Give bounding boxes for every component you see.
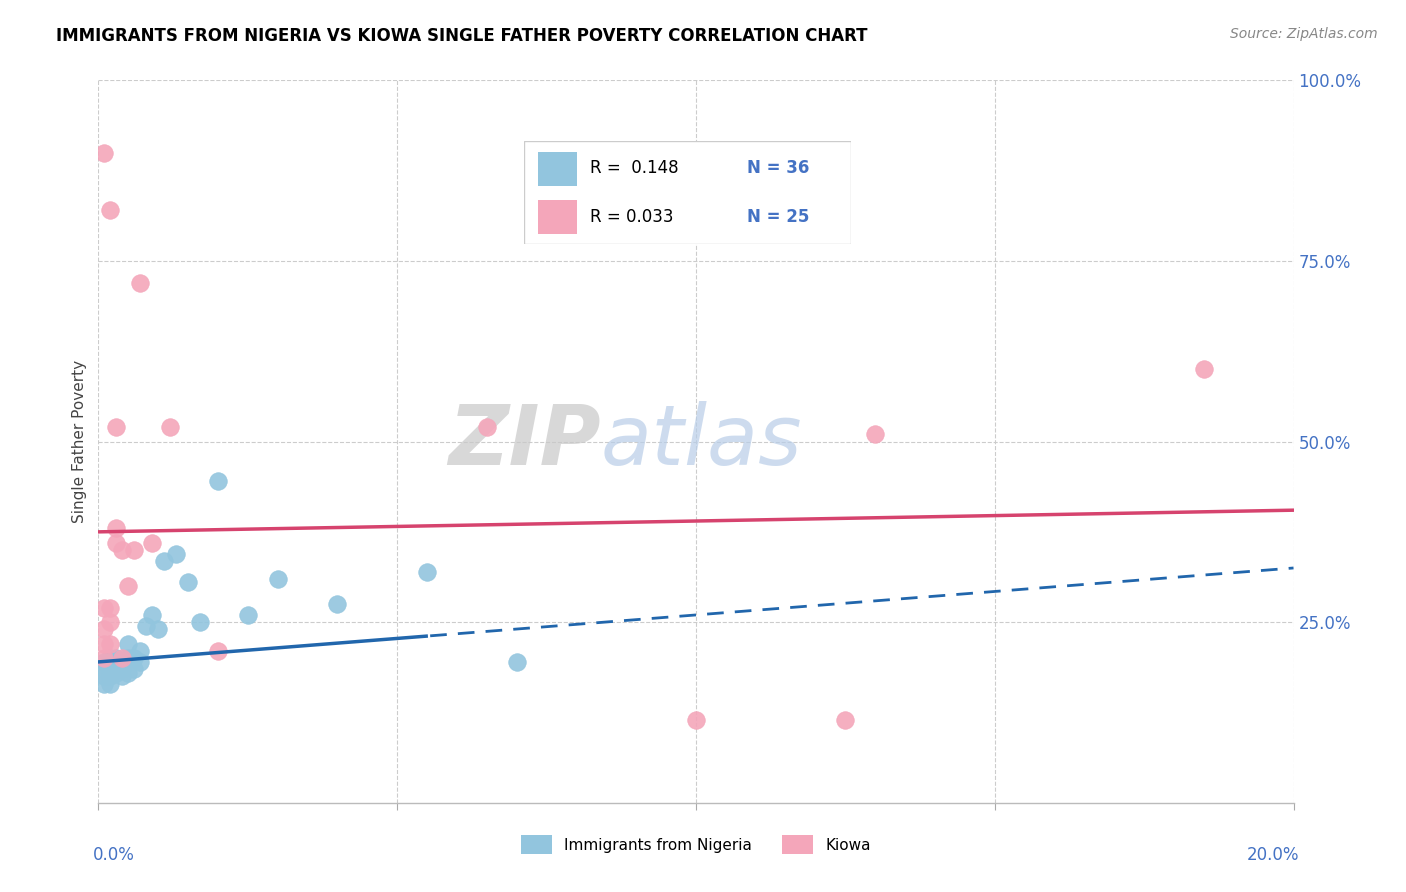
Point (98, 637, 122, 651)
Point (117, 637, 139, 651)
Text: 20.0%: 20.0% (1247, 847, 1299, 864)
Point (165, 547, 187, 561)
Point (105, 521, 128, 535)
Point (105, 662, 128, 676)
Legend: Immigrants from Nigeria, Kiowa: Immigrants from Nigeria, Kiowa (515, 830, 877, 860)
Point (267, 572, 290, 586)
Point (98, 662, 122, 676)
Point (105, 651, 128, 665)
Point (111, 542, 134, 557)
Point (159, 420, 181, 434)
Text: N = 36: N = 36 (747, 159, 808, 178)
Point (111, 655, 134, 669)
Point (865, 427, 887, 442)
Point (153, 554, 176, 568)
Y-axis label: Single Father Poverty: Single Father Poverty (72, 360, 87, 523)
Point (124, 662, 146, 676)
Point (105, 535, 128, 549)
Point (93, 669, 115, 683)
Point (105, 665, 128, 680)
Point (98, 676, 122, 690)
Text: atlas: atlas (600, 401, 801, 482)
Point (93, 655, 115, 669)
Point (685, 713, 707, 727)
FancyBboxPatch shape (524, 141, 851, 244)
Point (98, 669, 122, 683)
Point (148, 623, 170, 637)
Point (141, 535, 163, 549)
Point (506, 655, 529, 669)
Point (98, 655, 122, 669)
Point (124, 651, 146, 665)
Text: 0.0%: 0.0% (93, 847, 135, 864)
Text: Source: ZipAtlas.com: Source: ZipAtlas.com (1230, 27, 1378, 41)
Point (117, 651, 139, 665)
Point (93, 651, 115, 665)
Point (117, 579, 139, 593)
Point (129, 655, 152, 669)
Point (93, 637, 115, 651)
Point (93, 145, 115, 160)
Point (207, 475, 229, 489)
Point (207, 644, 229, 658)
Point (834, 713, 856, 727)
Point (129, 644, 152, 658)
Point (111, 669, 134, 683)
Point (93, 623, 115, 637)
Point (124, 542, 146, 557)
Point (188, 615, 211, 630)
Point (141, 607, 163, 622)
Point (111, 651, 134, 665)
Point (98, 600, 122, 615)
Bar (537, 200, 576, 234)
Point (475, 420, 498, 434)
Point (117, 665, 139, 680)
Point (416, 565, 439, 579)
Point (93, 662, 115, 676)
Point (93, 600, 115, 615)
Point (93, 676, 115, 690)
Point (177, 575, 200, 590)
Point (326, 597, 349, 611)
Point (236, 607, 259, 622)
Text: IMMIGRANTS FROM NIGERIA VS KIOWA SINGLE FATHER POVERTY CORRELATION CHART: IMMIGRANTS FROM NIGERIA VS KIOWA SINGLE … (56, 27, 868, 45)
Text: R = 0.033: R = 0.033 (591, 208, 673, 226)
Text: N = 25: N = 25 (747, 208, 808, 226)
Text: ZIP: ZIP (447, 401, 600, 482)
Point (98, 615, 122, 630)
Point (135, 619, 157, 633)
Text: R =  0.148: R = 0.148 (591, 159, 679, 178)
Bar (537, 152, 576, 186)
Point (105, 655, 128, 669)
Point (1192, 362, 1215, 376)
Point (98, 203, 122, 218)
Point (105, 420, 128, 434)
Point (111, 662, 134, 676)
Point (129, 276, 152, 290)
Point (98, 651, 122, 665)
